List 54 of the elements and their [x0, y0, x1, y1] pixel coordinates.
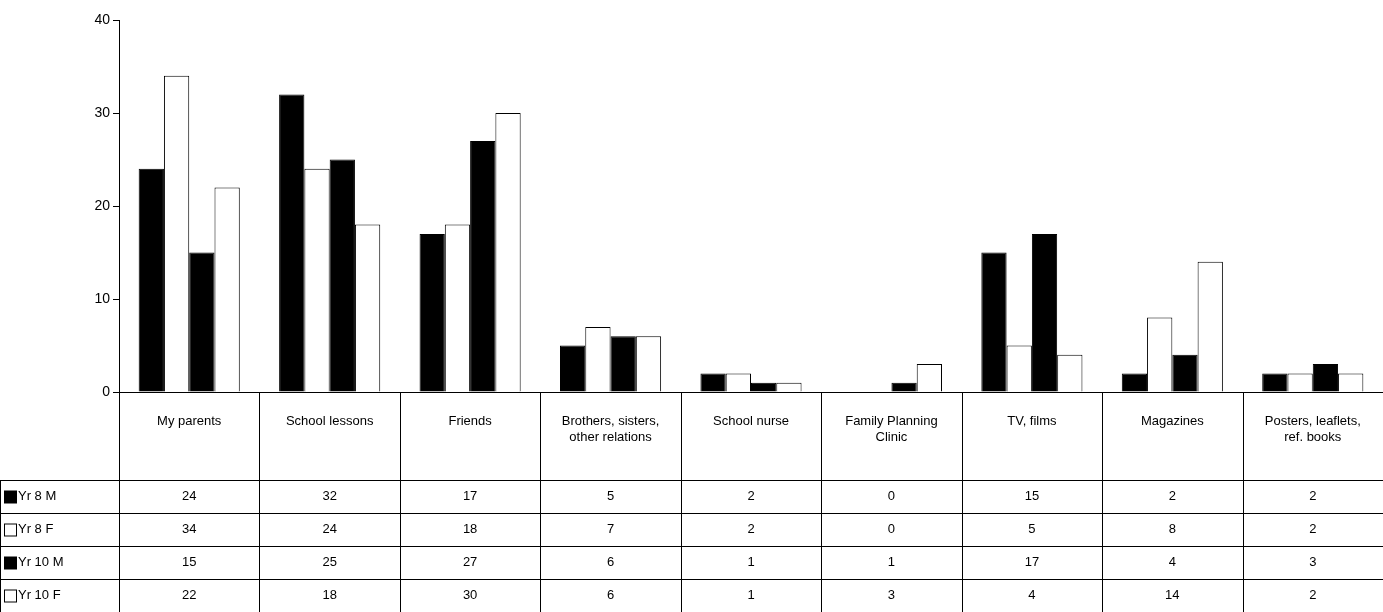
data-label: 25: [322, 554, 337, 570]
data-label: 0: [887, 521, 896, 537]
data-label: 17: [1024, 554, 1040, 570]
x-tick-label: My parents: [157, 413, 222, 429]
data-label: 1: [887, 554, 896, 570]
data-label: 17: [462, 488, 478, 504]
x-tick-label: School lessons: [285, 413, 374, 429]
data-label: 32: [322, 488, 337, 504]
data-label: 4: [1168, 554, 1176, 570]
data-label: 0: [887, 488, 896, 504]
legend-label: Yr 10 M: [18, 554, 64, 570]
data-label: 3: [887, 587, 896, 603]
data-label: 7: [606, 521, 615, 537]
data-label: 24: [322, 521, 337, 537]
x-tick-label: School nurse: [713, 413, 789, 429]
legend-label: Yr 8 F: [18, 521, 54, 537]
data-label: 2: [1168, 488, 1176, 504]
data-label: 18: [322, 587, 337, 603]
y-tick-label: 10: [94, 289, 111, 306]
x-tick-label: Magazines: [1140, 413, 1205, 429]
data-label: 2: [1309, 587, 1317, 603]
data-label: 1: [747, 587, 755, 603]
data-label: 30: [462, 587, 478, 603]
data-label: 4: [1028, 587, 1036, 603]
legend-label: Yr 8 M: [18, 488, 57, 504]
y-tick-label: 20: [94, 196, 111, 213]
y-tick-label: 0: [102, 382, 111, 399]
x-tick-label: Family Planning Clinic: [845, 413, 938, 444]
data-label: 15: [181, 554, 197, 570]
data-label: 5: [606, 488, 615, 504]
data-label: 22: [181, 587, 197, 603]
y-tick-label: 30: [94, 103, 111, 120]
data-label: 2: [1309, 521, 1317, 537]
x-tick-label: Posters, leaflets, ref. books: [1264, 413, 1361, 444]
x-tick-label: Brothers, sisters, other relations: [561, 413, 660, 444]
data-label: 24: [181, 488, 197, 504]
data-label: 2: [747, 521, 755, 537]
data-label: 27: [462, 554, 478, 570]
data-label: 6: [606, 587, 615, 603]
data-label: 5: [1028, 521, 1036, 537]
y-tick-label: 40: [94, 10, 111, 27]
data-label: 6: [606, 554, 615, 570]
data-label: 1: [747, 554, 755, 570]
x-tick-label: TV, films: [1007, 413, 1058, 429]
data-label: 18: [462, 521, 478, 537]
data-label: 15: [1024, 488, 1040, 504]
data-label: 14: [1165, 587, 1180, 603]
data-label: 8: [1168, 521, 1176, 537]
legend-label: Yr 10 F: [18, 587, 61, 603]
x-tick-label: Friends: [448, 413, 493, 429]
data-label: 2: [1309, 488, 1317, 504]
data-label: 2: [747, 488, 755, 504]
data-label: 3: [1309, 554, 1317, 570]
data-label: 34: [181, 521, 197, 537]
